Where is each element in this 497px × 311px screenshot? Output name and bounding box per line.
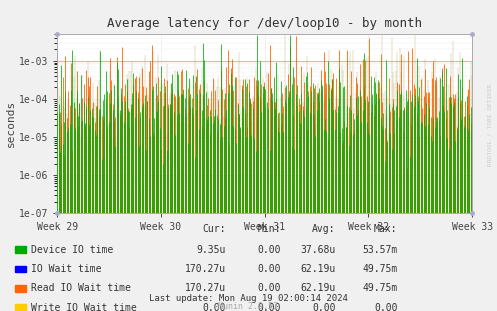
Text: 9.35u: 9.35u <box>197 245 226 255</box>
Text: Min:: Min: <box>257 224 281 234</box>
Text: 37.68u: 37.68u <box>300 245 335 255</box>
Text: 0.00: 0.00 <box>257 245 281 255</box>
Text: 62.19u: 62.19u <box>300 283 335 293</box>
Text: 49.75m: 49.75m <box>362 264 398 274</box>
Title: Average latency for /dev/loop10 - by month: Average latency for /dev/loop10 - by mon… <box>107 17 422 30</box>
Text: Device IO time: Device IO time <box>31 245 113 255</box>
Text: 0.00: 0.00 <box>257 264 281 274</box>
Text: 0.00: 0.00 <box>312 303 335 311</box>
Text: Read IO Wait time: Read IO Wait time <box>31 283 131 293</box>
Text: Write IO Wait time: Write IO Wait time <box>31 303 137 311</box>
Text: RRDTOOL / TOBI OETIKER: RRDTOOL / TOBI OETIKER <box>487 83 492 166</box>
Text: Munin 2.0.57: Munin 2.0.57 <box>219 301 278 310</box>
Text: 170.27u: 170.27u <box>185 264 226 274</box>
Text: Last update: Mon Aug 19 02:00:14 2024: Last update: Mon Aug 19 02:00:14 2024 <box>149 294 348 303</box>
Text: 0.00: 0.00 <box>257 283 281 293</box>
Y-axis label: seconds: seconds <box>6 100 16 147</box>
Text: 170.27u: 170.27u <box>185 283 226 293</box>
Text: 0.00: 0.00 <box>203 303 226 311</box>
Text: 49.75m: 49.75m <box>362 283 398 293</box>
Text: Avg:: Avg: <box>312 224 335 234</box>
Text: 0.00: 0.00 <box>374 303 398 311</box>
Text: 53.57m: 53.57m <box>362 245 398 255</box>
Text: Max:: Max: <box>374 224 398 234</box>
Text: 62.19u: 62.19u <box>300 264 335 274</box>
Text: IO Wait time: IO Wait time <box>31 264 101 274</box>
Text: Cur:: Cur: <box>203 224 226 234</box>
Text: 0.00: 0.00 <box>257 303 281 311</box>
